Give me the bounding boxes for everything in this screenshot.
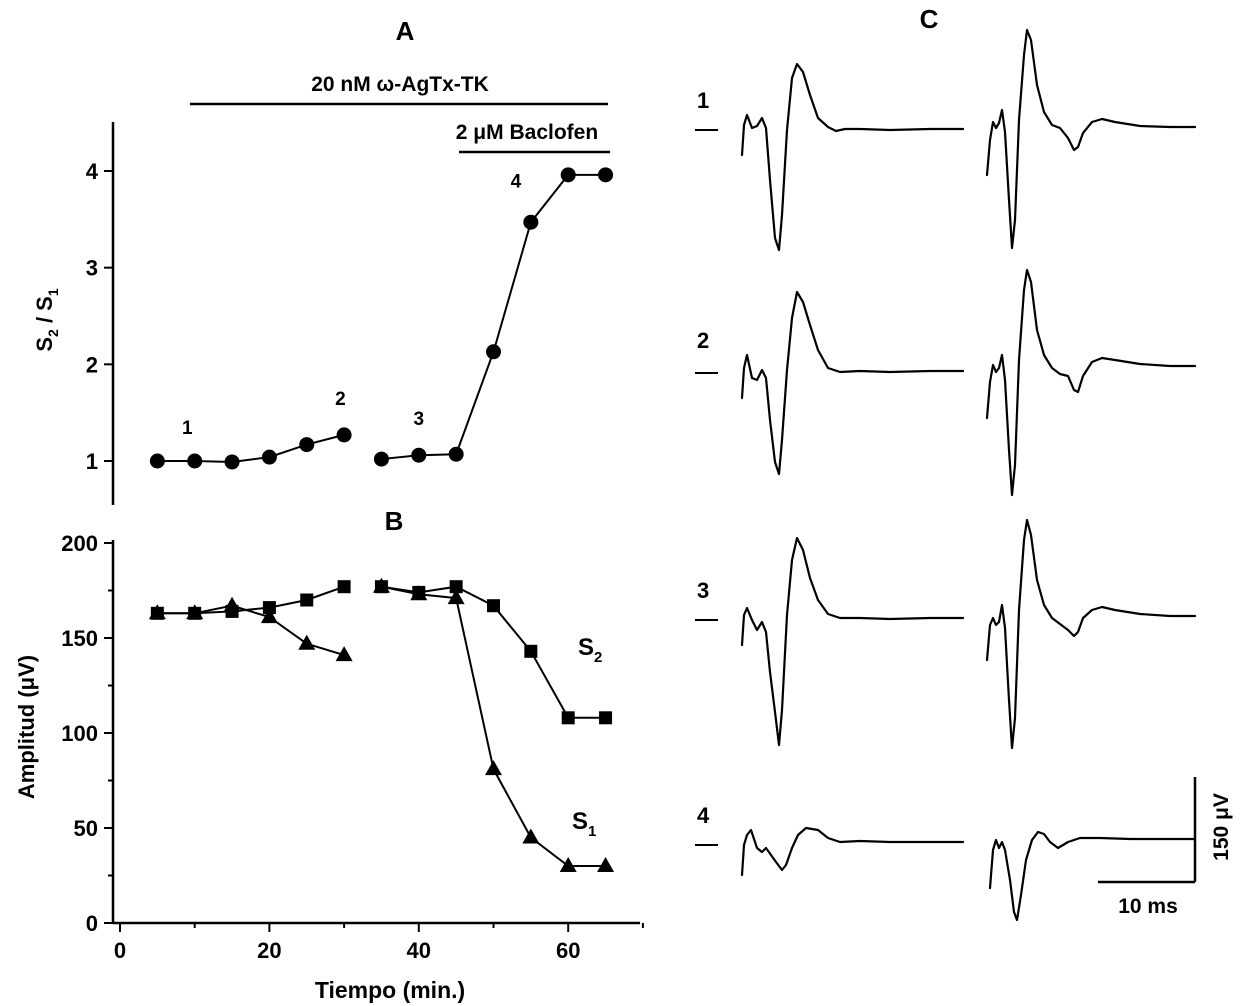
panel-a-y-tick-label: 1: [86, 449, 98, 474]
trace-row-label-2: 2: [697, 328, 709, 353]
panel-b-x-tick-label: 60: [556, 938, 580, 963]
panel-a: A 20 nM ω-AgTx-TK 2 μM Baclofen 1 2 3 4 1 2 3…: [32, 16, 613, 505]
panel-b-s1-triangle-marker: [522, 829, 539, 844]
panel-b-x-label: Tiempo (min.): [315, 977, 465, 1003]
panel-b-y-ticks: 0 50 100 150 200: [61, 531, 113, 936]
panel-a-point-label-4: 4: [511, 171, 522, 192]
trace-4-left: [742, 828, 963, 875]
trace-row-label-3: 3: [697, 578, 709, 603]
panel-b-y-tick-label: 100: [61, 721, 98, 746]
panel-b-markers: [149, 578, 614, 872]
panel-a-circle-marker: [374, 452, 389, 467]
panel-a-y-ticks: 1 2 3 4: [86, 159, 113, 474]
panel-a-point-label-1: 1: [182, 418, 193, 439]
panel-a-y-tick-label: 2: [86, 352, 98, 377]
panel-a-circle-marker: [449, 447, 464, 462]
panel-a-circle-marker: [225, 454, 240, 469]
panel-b-y-tick-label: 150: [61, 626, 98, 651]
trace-3-right: [987, 520, 1195, 748]
panel-c-title: C: [920, 4, 939, 34]
panel-b-y-label: Amplitud (μV): [14, 655, 39, 799]
panel-b-s2-square-marker: [300, 594, 313, 607]
panel-a-circle-marker: [337, 427, 352, 442]
panel-b-x-tick-label: 40: [407, 938, 431, 963]
trace-3-left: [742, 538, 963, 745]
panel-a-circle-marker: [411, 448, 426, 463]
panel-b-s2-square-marker: [599, 711, 612, 724]
trace-row-label-4: 4: [697, 803, 710, 828]
panel-b-x-ticks: 0 20 40 60: [114, 923, 643, 963]
panel-b-y-tick-label: 50: [74, 816, 98, 841]
panel-a-markers: [150, 167, 613, 469]
trace-row-label-1: 1: [697, 88, 709, 113]
panel-a-circle-marker: [598, 167, 613, 182]
panel-a-y-tick-label: 4: [86, 159, 99, 184]
panel-b-s1-triangle-marker: [298, 635, 315, 650]
panel-b-s2-square-marker: [524, 645, 537, 658]
panel-b-s1-triangle-marker: [224, 597, 241, 612]
panel-a-line-segment-1: [157, 435, 344, 462]
panel-b-x-tick-label: 20: [257, 938, 281, 963]
panel-b: B 0 50 100 150 200 0 20 40 60 S2 S1 Amplitud (μ…: [14, 506, 643, 1003]
panel-a-circle-marker: [187, 454, 202, 469]
panel-b-series-lines: [157, 587, 605, 866]
panel-a-y-label: S2 / S1: [32, 288, 61, 352]
panel-a-circle-marker: [486, 344, 501, 359]
panel-b-s1-triangle-marker: [560, 857, 577, 872]
treatment-label-agtx: 20 nM ω-AgTx-TK: [311, 73, 489, 96]
trace-2-right: [987, 270, 1195, 495]
panel-b-s2-line-segment-1: [157, 587, 344, 614]
panel-a-point-label-3: 3: [414, 409, 425, 430]
panel-a-circle-marker: [299, 437, 314, 452]
panel-a-circle-marker: [150, 454, 165, 469]
panel-a-series-lines: [157, 175, 605, 462]
panel-b-y-tick-label: 0: [86, 911, 98, 936]
scale-bar-time-label: 10 ms: [1118, 895, 1178, 918]
scale-bar-amplitude-label: 150 μV: [1210, 793, 1233, 861]
treatment-label-baclofen: 2 μM Baclofen: [456, 121, 598, 144]
panel-a-circle-marker: [561, 167, 576, 182]
panel-a-circle-marker: [523, 215, 538, 230]
panel-b-s2-square-marker: [487, 599, 500, 612]
panel-a-circle-marker: [262, 450, 277, 465]
panel-b-s1-triangle-marker: [485, 760, 502, 775]
trace-1-right: [987, 30, 1195, 248]
panel-b-s2-square-marker: [338, 580, 351, 593]
panel-b-y-tick-label: 200: [61, 531, 98, 556]
panel-b-s2-square-marker: [562, 711, 575, 724]
trace-1-left: [742, 64, 963, 250]
panel-b-x-tick-label: 0: [114, 938, 126, 963]
panel-a-point-label-2: 2: [335, 389, 346, 410]
panel-a-y-tick-label: 3: [86, 256, 98, 281]
panel-b-s1-line-segment-1: [157, 606, 344, 655]
panel-c: C 1 2 3 4 10 ms 150 μV: [695, 4, 1233, 920]
series-label-s1: S1: [572, 808, 596, 840]
panel-b-s1-triangle-marker: [597, 857, 614, 872]
panel-a-point-labels: 1 2 3 4: [182, 171, 522, 439]
trace-2-left: [742, 292, 963, 474]
series-label-s2: S2: [578, 634, 602, 666]
panel-a-title: A: [396, 16, 415, 46]
panel-b-title: B: [385, 506, 404, 536]
